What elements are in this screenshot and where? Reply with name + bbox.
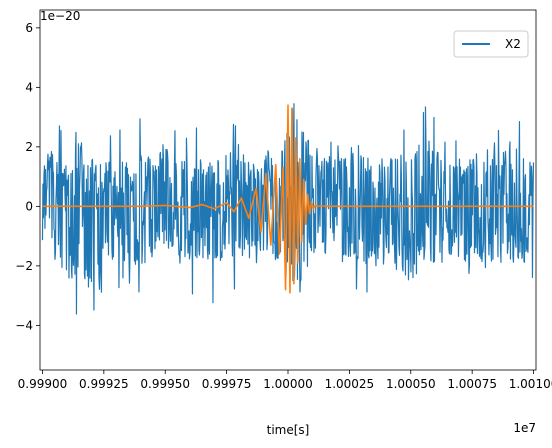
y-tick-label: −4 <box>15 318 33 332</box>
y-tick-label: 0 <box>25 199 33 213</box>
y-offset-label: 1e−20 <box>40 9 80 23</box>
y-tick-label: 6 <box>25 21 33 35</box>
y-tick-label: 4 <box>25 80 33 94</box>
series-orange-line <box>42 104 534 294</box>
legend-box <box>453 30 529 58</box>
y-tick-label: −2 <box>15 259 33 273</box>
x-tick-label: 0.99900 <box>18 377 68 391</box>
legend-label-x2: X2 <box>505 37 521 51</box>
x-tick-label: 0.99975 <box>202 377 252 391</box>
x-tick-label: 0.99950 <box>140 377 190 391</box>
legend: X2 <box>453 30 529 58</box>
x-tick-label: 1.00075 <box>447 377 497 391</box>
series-layer <box>41 103 535 315</box>
x-axis-ticks: 0.99900 0.99925 0.99950 0.99975 1.00000 1.000… <box>18 370 552 391</box>
y-axis-ticks: −4 −2 0 2 4 6 <box>15 21 40 332</box>
x-tick-label: 1.00100 <box>509 377 552 391</box>
series-x2-line <box>41 103 535 315</box>
x-tick-label: 1.00025 <box>325 377 375 391</box>
x-axis-label: time[s] <box>267 423 310 437</box>
x-tick-label: 1.00050 <box>386 377 436 391</box>
x-tick-label: 1.00000 <box>263 377 313 391</box>
y-tick-label: 2 <box>25 140 33 154</box>
x-tick-label: 0.99925 <box>79 377 129 391</box>
x-offset-label: 1e7 <box>513 421 536 435</box>
